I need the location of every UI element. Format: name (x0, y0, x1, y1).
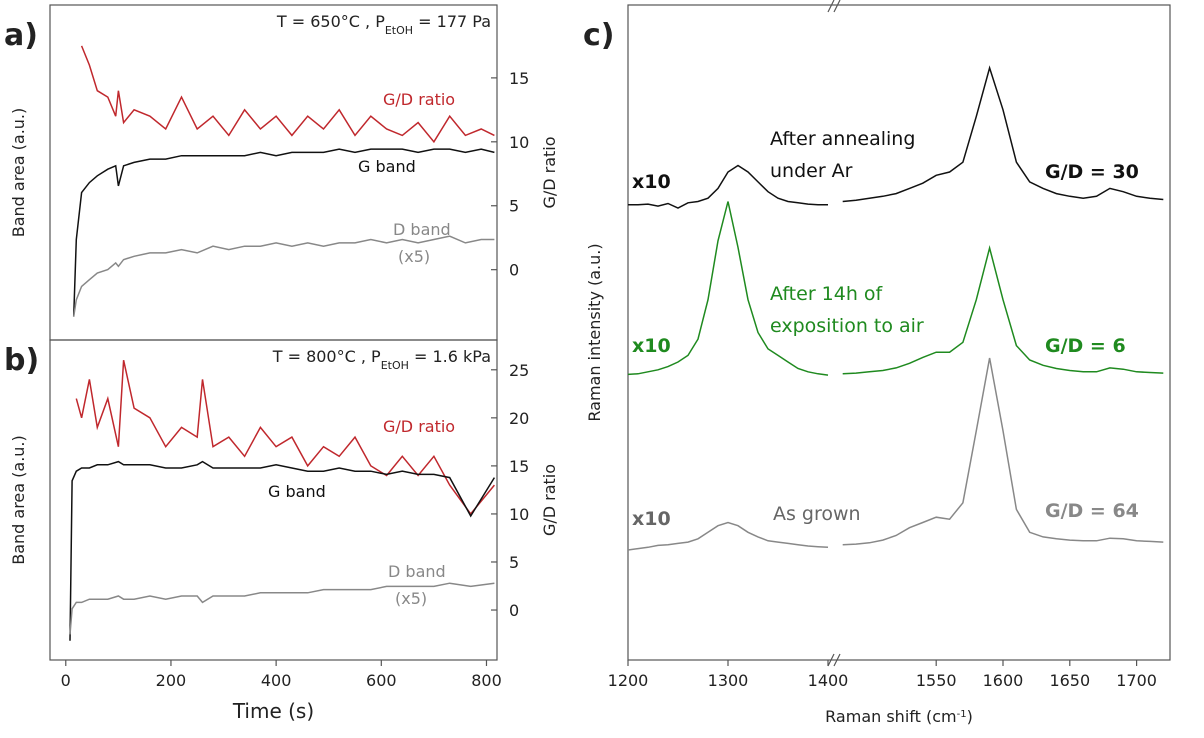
annotation: x10 (632, 508, 671, 530)
title-part: T = 800°C , P (272, 347, 381, 366)
y2-tick-label: 10 (509, 505, 529, 524)
annotation: (x5) (395, 589, 427, 608)
annotation: After 14h of (770, 283, 884, 305)
title-part: = 1.6 kPa (409, 347, 491, 366)
annotation: As grown (773, 503, 861, 525)
y-axis-label: Band area (a.u.) (9, 435, 28, 565)
break-mark (833, 0, 841, 13)
annotation: (x5) (398, 247, 430, 266)
x-tick-label: 200 (156, 671, 187, 690)
series-line (69, 460, 496, 641)
title-part: T = 650°C , P (276, 12, 385, 31)
y2-axis-label: G/D ratio (540, 464, 559, 536)
y2-tick-label: 0 (509, 261, 519, 280)
y2-tick-label: 20 (509, 409, 529, 428)
y2-tick-label: 15 (509, 457, 529, 476)
y2-tick-label: 10 (509, 133, 529, 152)
chart-title: T = 650°C , PEtOH = 177 Pa (276, 12, 491, 37)
spectrum-line (842, 245, 1164, 375)
series-line (72, 148, 495, 317)
series-line (80, 45, 495, 144)
x-label-part: ) (967, 707, 973, 726)
spectrum-line (842, 357, 1164, 546)
y-axis-label: Band area (a.u.) (9, 108, 28, 238)
y2-tick-label: 5 (509, 553, 519, 572)
x-tick-label: 1400 (808, 671, 849, 690)
spectrum-line (627, 201, 829, 376)
annotation: x10 (632, 171, 671, 193)
x-label-part: Raman shift (cm (825, 707, 956, 726)
x-tick-label: 1300 (708, 671, 749, 690)
x-tick-label: 1550 (916, 671, 957, 690)
title-part: EtOH (381, 359, 409, 372)
annotation: x10 (632, 335, 671, 357)
annotation: G band (268, 482, 326, 501)
spectrum-line (842, 65, 1164, 203)
title-part: EtOH (385, 24, 413, 37)
annotation: D band (388, 562, 446, 581)
annotation: G/D = 30 (1045, 161, 1139, 183)
panel-label: c) (583, 18, 615, 53)
annotation: under Ar (770, 160, 853, 182)
series-line (72, 235, 495, 317)
plot-frame (49, 339, 498, 661)
x-tick-label: 1700 (1116, 671, 1157, 690)
y2-tick-label: 25 (509, 361, 529, 380)
y2-tick-label: 0 (509, 601, 519, 620)
spectrum-line (628, 164, 828, 209)
plot-frame (627, 4, 1171, 661)
annotation: exposition to air (770, 315, 924, 337)
x-tick-label: 1200 (608, 671, 649, 690)
break-mark (827, 0, 835, 13)
y2-axis-label: G/D ratio (540, 136, 559, 208)
y2-tick-label: 5 (509, 197, 519, 216)
spectrum-line (627, 521, 829, 551)
y-axis-label: Raman intensity (a.u.) (585, 243, 604, 421)
panel-label: b) (4, 343, 39, 378)
y2-tick-label: 15 (509, 69, 529, 88)
x-tick-label: 0 (61, 671, 71, 690)
x-tick-label: 400 (261, 671, 292, 690)
x-label-part: -1 (957, 709, 967, 720)
title-part: = 177 Pa (413, 12, 491, 31)
annotation: G/D = 6 (1045, 335, 1126, 357)
annotation: G/D = 64 (1045, 500, 1139, 522)
annotation: G/D ratio (383, 417, 455, 436)
annotation: G/D ratio (383, 90, 455, 109)
series-line (75, 360, 495, 516)
annotation: G band (358, 157, 416, 176)
x-axis-label: Time (s) (232, 699, 314, 723)
annotation: D band (393, 220, 451, 239)
x-tick-label: 1600 (983, 671, 1024, 690)
x-tick-label: 800 (471, 671, 502, 690)
chart-title: T = 800°C , PEtOH = 1.6 kPa (272, 347, 491, 372)
x-axis-label: Raman shift (cm-1) (825, 707, 973, 726)
annotation: After annealing (770, 128, 915, 150)
x-tick-label: 1650 (1049, 671, 1090, 690)
panel-label: a) (4, 18, 38, 53)
x-tick-label: 600 (366, 671, 397, 690)
series-line (69, 582, 495, 635)
